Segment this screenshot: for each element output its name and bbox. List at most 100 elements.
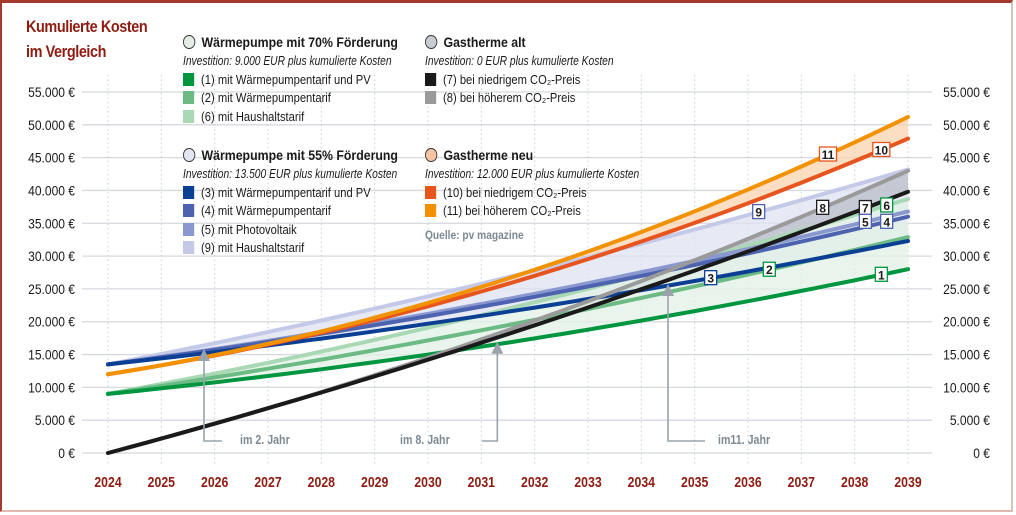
y-tick-label-right: 20.000 € bbox=[943, 314, 991, 330]
y-tick-label-right: 45.000 € bbox=[943, 150, 991, 166]
series-label-box-2 bbox=[762, 261, 776, 277]
x-tick-label: 2037 bbox=[788, 474, 816, 490]
legend-item: (4) mit Wärmepumpentarif bbox=[183, 202, 408, 221]
legend-item: (2) mit Wärmepumpentarif bbox=[183, 89, 402, 108]
series-label-box-4 bbox=[880, 213, 894, 229]
series-label-box-5 bbox=[858, 213, 872, 229]
legend-item-label: (6) mit Haushaltstarif bbox=[201, 108, 305, 124]
annotation-arrow-line bbox=[667, 295, 705, 442]
band-6-1 bbox=[108, 199, 908, 394]
series-label-box-9 bbox=[752, 203, 766, 220]
series-label-4: 4 bbox=[883, 215, 890, 229]
title-line-2: im Vergleich bbox=[26, 42, 107, 61]
legend-item: (6) mit Haushaltstarif bbox=[183, 107, 402, 126]
legend-item: (5) mit Photovoltaik bbox=[183, 220, 408, 239]
legend-item: (7) bei niedrigem CO₂-Preis bbox=[425, 70, 623, 89]
y-tick-label-left: 20.000 € bbox=[28, 314, 76, 330]
annotation-arrow-line bbox=[203, 359, 222, 442]
series-label-7: 7 bbox=[862, 202, 869, 216]
series-label-box-10 bbox=[872, 141, 891, 158]
y-tick-label-left: 25.000 € bbox=[28, 281, 76, 297]
y-tick-label-left: 50.000 € bbox=[28, 117, 76, 133]
legend-gas-new: Gastherme neu Investition: 12.000 EUR plu… bbox=[425, 145, 686, 220]
series-label-5: 5 bbox=[862, 215, 869, 229]
y-tick-label-right: 55.000 € bbox=[943, 84, 991, 100]
legend-item-label: (4) mit Wärmepumpentarif bbox=[201, 203, 331, 219]
legend-heading-text: Gastherme alt bbox=[443, 34, 526, 50]
legend-subtitle: Investition: 13.500 EUR plus kumulierte … bbox=[183, 167, 398, 181]
y-tick-label-left: 40.000 € bbox=[28, 183, 76, 199]
legend-swatch bbox=[425, 72, 437, 86]
y-tick-label-right: 40.000 € bbox=[943, 183, 991, 199]
series-label-box-11 bbox=[818, 146, 838, 162]
legend-subtitle: Investition: 0 EUR plus kumulierte Koste… bbox=[425, 54, 614, 68]
x-tick-label: 2030 bbox=[414, 474, 442, 490]
x-tick-label: 2038 bbox=[841, 474, 869, 490]
annotation-label: im11. Jahr bbox=[718, 432, 770, 447]
legend-swatch bbox=[183, 222, 195, 236]
x-tick-label: 2028 bbox=[308, 474, 336, 490]
legend-heat-pump-55: Wärmepumpe mit 55% Förderung Investition:… bbox=[183, 145, 444, 257]
legend-item-label: (3) mit Wärmepumpentarif und PV bbox=[201, 184, 371, 200]
series-label-2: 2 bbox=[766, 263, 773, 277]
annotation-arrow-line bbox=[482, 352, 499, 442]
x-tick-label: 2026 bbox=[201, 474, 229, 490]
legend-swatch bbox=[183, 91, 195, 105]
legend-heading: Wärmepumpe mit 70% Förderung bbox=[183, 32, 407, 52]
legend-item-label: (9) mit Haushaltstarif bbox=[201, 240, 305, 256]
annotation-label: im 8. Jahr bbox=[400, 432, 450, 447]
legend-swatch bbox=[183, 204, 195, 218]
series-line-1 bbox=[106, 267, 910, 396]
annotation-label: im 2. Jahr bbox=[240, 432, 290, 447]
legend-circle-icon bbox=[183, 148, 196, 162]
x-tick-label: 2025 bbox=[148, 474, 176, 490]
legend-item: (8) bei höherem CO₂-Preis bbox=[425, 89, 623, 108]
x-tick-label: 2031 bbox=[468, 474, 496, 490]
x-tick-label: 2036 bbox=[734, 474, 762, 490]
y-tick-label-left: 15.000 € bbox=[28, 347, 76, 363]
legend-heading: Gastherme neu bbox=[425, 145, 655, 165]
legend-subtitle: Investition: 9.000 EUR plus kumulierte K… bbox=[183, 54, 392, 68]
legend-item-label: (5) mit Photovoltaik bbox=[201, 221, 297, 237]
arrowhead-icon bbox=[198, 348, 210, 361]
legend-subtitle: Investition: 12.000 EUR plus kumulierte … bbox=[425, 167, 640, 181]
legend-item-label: (2) mit Wärmepumpentarif bbox=[201, 90, 331, 106]
legend-circle-icon bbox=[425, 35, 438, 49]
legend-item-label: (11) bei höherem CO₂-Preis bbox=[443, 203, 581, 219]
legend-item: (1) mit Wärmepumpentarif und PV bbox=[183, 70, 402, 89]
legend-swatch bbox=[425, 91, 437, 105]
series-line-6 bbox=[106, 197, 910, 396]
series-label-10: 10 bbox=[875, 143, 889, 157]
series-line-11 bbox=[106, 114, 910, 377]
y-tick-label-left: 10.000 € bbox=[28, 379, 76, 395]
y-tick-label-left: 35.000 € bbox=[28, 215, 76, 231]
series-label-box-3 bbox=[704, 270, 718, 286]
x-tick-label: 2024 bbox=[94, 474, 122, 490]
source-note: Quelle: pv magazine bbox=[425, 228, 524, 242]
y-tick-label-left: 55.000 € bbox=[28, 84, 76, 100]
series-label-box-8 bbox=[816, 199, 830, 215]
y-tick-label-left: 45.000 € bbox=[28, 150, 76, 166]
series-label-box-6 bbox=[880, 197, 894, 213]
legend-heading-text: Wärmepumpe mit 70% Förderung bbox=[201, 34, 398, 50]
x-tick-label: 2034 bbox=[628, 474, 656, 490]
y-tick-label-right: 5.000 € bbox=[950, 412, 991, 428]
chart-title: Kumulierte Kosten im Vergleich bbox=[26, 14, 148, 64]
legend-swatch bbox=[183, 72, 195, 86]
x-tick-label: 2039 bbox=[894, 474, 922, 490]
legend-item: (3) mit Wärmepumpentarif und PV bbox=[183, 183, 408, 202]
legend-item: (10) bei niedrigem CO₂-Preis bbox=[425, 183, 650, 202]
x-tick-label: 2032 bbox=[521, 474, 549, 490]
legend-heading-text: Wärmepumpe mit 55% Förderung bbox=[201, 147, 398, 163]
legend-item-label: (8) bei höherem CO₂-Preis bbox=[443, 90, 576, 106]
series-label-11: 11 bbox=[822, 148, 835, 162]
series-label-box-1 bbox=[874, 266, 888, 282]
legend-heat-pump-70: Wärmepumpe mit 70% Förderung Investition:… bbox=[183, 32, 437, 126]
y-tick-label-right: 0 € bbox=[973, 445, 990, 461]
series-label-6: 6 bbox=[883, 199, 890, 213]
y-tick-label-right: 35.000 € bbox=[943, 215, 991, 231]
legend-swatch bbox=[183, 241, 195, 255]
series-label-9: 9 bbox=[755, 206, 762, 220]
legend-swatch bbox=[183, 185, 195, 199]
